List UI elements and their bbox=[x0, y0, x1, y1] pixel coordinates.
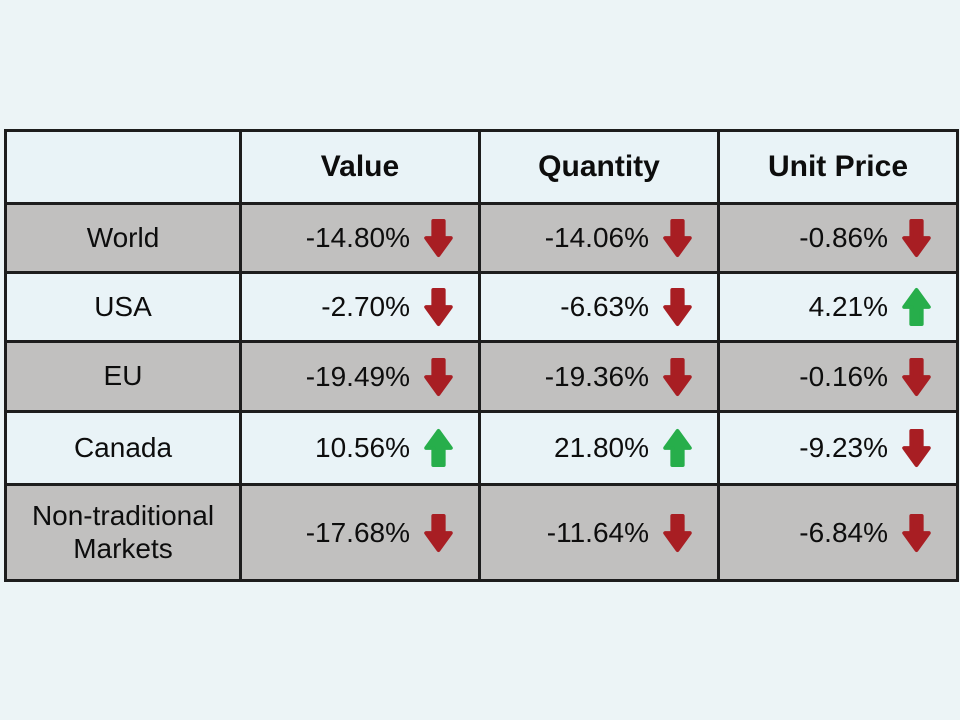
header-row: Value Quantity Unit Price bbox=[4, 129, 959, 205]
table-row-eu: EU -19.49% -19.36% -0.16% bbox=[4, 340, 959, 413]
down-arrow-icon bbox=[423, 287, 454, 327]
down-arrow-icon bbox=[662, 513, 693, 553]
percent-value: 21.80% bbox=[554, 432, 649, 463]
percent-value: -2.70% bbox=[321, 291, 410, 322]
value-cell: -11.64% bbox=[478, 483, 720, 582]
percent-value: -19.36% bbox=[544, 360, 649, 392]
up-arrow-icon bbox=[901, 287, 932, 327]
table-row-usa: USA -2.70% -6.63% 4.21% bbox=[4, 271, 959, 343]
down-arrow-icon bbox=[423, 513, 454, 553]
percent-value: -0.86% bbox=[799, 222, 888, 253]
value-cell: 4.21% bbox=[717, 271, 959, 343]
corner-header-cell bbox=[4, 129, 242, 205]
row-label: USA bbox=[4, 271, 242, 343]
table-row-world: World -14.80% -14.06% -0.86% bbox=[4, 202, 959, 274]
percent-value: -9.23% bbox=[799, 432, 888, 463]
down-arrow-icon bbox=[662, 287, 693, 327]
percent-value: -0.16% bbox=[799, 360, 888, 392]
percent-value: -14.06% bbox=[544, 222, 649, 253]
value-cell: -19.36% bbox=[478, 340, 720, 413]
value-cell: -17.68% bbox=[239, 483, 481, 582]
value-cell: -9.23% bbox=[717, 410, 959, 486]
value-cell: 10.56% bbox=[239, 410, 481, 486]
down-arrow-icon bbox=[901, 357, 932, 397]
percent-value: -11.64% bbox=[546, 516, 649, 548]
value-cell: -2.70% bbox=[239, 271, 481, 343]
value-cell: -0.16% bbox=[717, 340, 959, 413]
value-cell: -19.49% bbox=[239, 340, 481, 413]
up-arrow-icon bbox=[423, 428, 454, 468]
percent-value: 4.21% bbox=[808, 291, 888, 322]
value-cell: -6.63% bbox=[478, 271, 720, 343]
value-cell: -0.86% bbox=[717, 202, 959, 274]
down-arrow-icon bbox=[662, 357, 693, 397]
up-arrow-icon bbox=[662, 428, 693, 468]
row-label: EU bbox=[4, 340, 242, 413]
percent-value: -6.63% bbox=[560, 291, 649, 322]
down-arrow-icon bbox=[901, 513, 932, 553]
down-arrow-icon bbox=[901, 428, 932, 468]
table-row-canada: Canada 10.56% 21.80% -9.23% bbox=[4, 410, 959, 486]
table-row-non-traditional-markets: Non-traditional Markets -17.68% -11.64% … bbox=[4, 483, 959, 582]
percent-value: -14.80% bbox=[305, 222, 410, 253]
row-label: World bbox=[4, 202, 242, 274]
row-label: Non-traditional Markets bbox=[4, 483, 242, 582]
value-cell: 21.80% bbox=[478, 410, 720, 486]
percent-value: -17.68% bbox=[305, 516, 410, 548]
down-arrow-icon bbox=[423, 357, 454, 397]
column-header-value: Value bbox=[239, 129, 481, 205]
trade-change-table: Value Quantity Unit Price World -14.80% … bbox=[4, 129, 959, 582]
table-body: World -14.80% -14.06% -0.86% USA -2.70% bbox=[4, 202, 959, 582]
column-header-unit-price: Unit Price bbox=[717, 129, 959, 205]
row-label: Canada bbox=[4, 410, 242, 486]
value-cell: -14.80% bbox=[239, 202, 481, 274]
value-cell: -6.84% bbox=[717, 483, 959, 582]
down-arrow-icon bbox=[901, 218, 932, 258]
value-cell: -14.06% bbox=[478, 202, 720, 274]
percent-value: -19.49% bbox=[305, 360, 410, 392]
down-arrow-icon bbox=[662, 218, 693, 258]
percent-value: 10.56% bbox=[315, 432, 410, 463]
table-header: Value Quantity Unit Price bbox=[4, 129, 959, 205]
percent-value: -6.84% bbox=[799, 516, 888, 548]
down-arrow-icon bbox=[423, 218, 454, 258]
column-header-quantity: Quantity bbox=[478, 129, 720, 205]
